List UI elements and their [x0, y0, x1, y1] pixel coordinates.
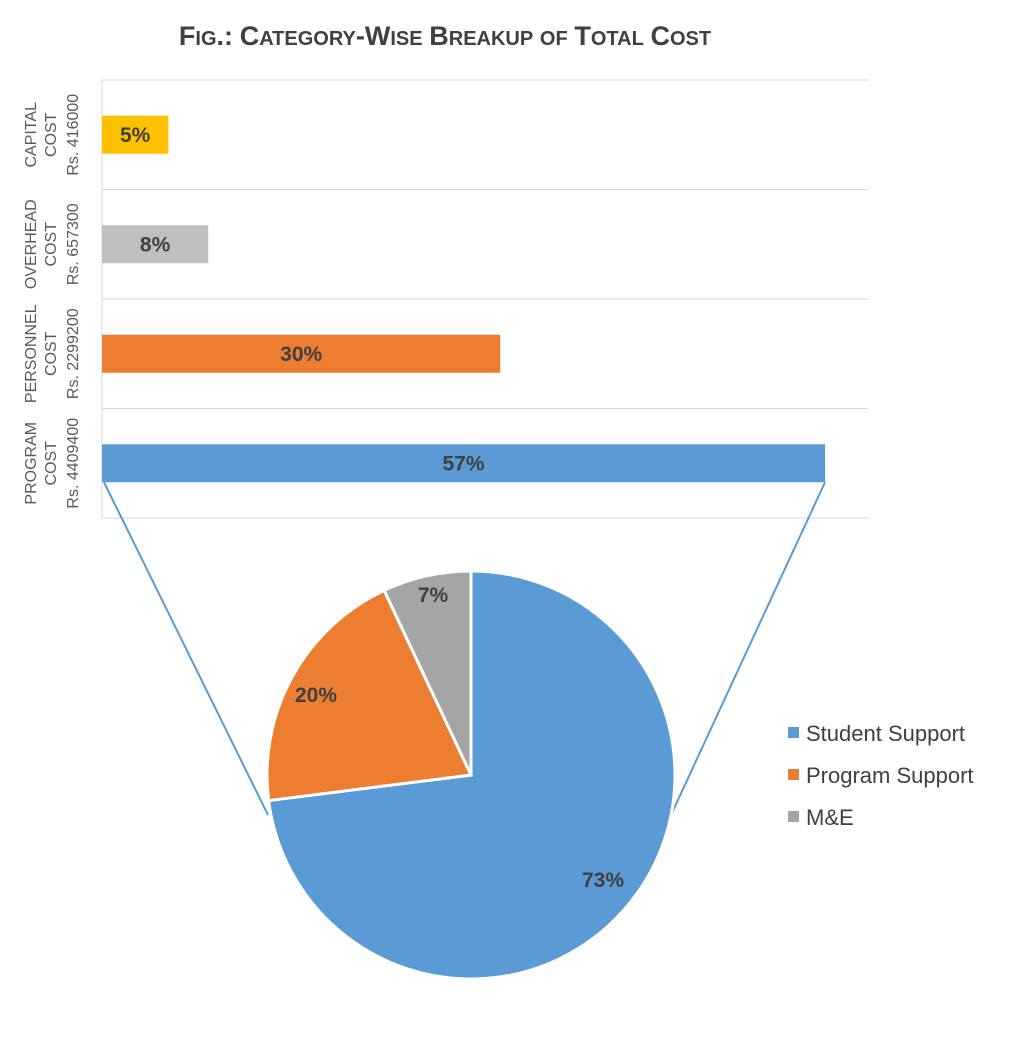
- bar-data-label: 5%: [120, 124, 151, 147]
- bar-category-label-line: Rs. 2299200: [65, 308, 82, 399]
- bar-category-label-line: CAPITAL: [23, 102, 40, 168]
- bar-data-label: 30%: [280, 343, 322, 366]
- pie-slice: [382, 569, 473, 776]
- bar: [102, 115, 169, 154]
- connector-line-right: [664, 481, 826, 829]
- bar-category-label-line: COST: [43, 222, 60, 267]
- legend-label: M&E: [806, 805, 854, 830]
- bar-category-label: PROGRAM COST Rs. 4409400: [23, 418, 82, 509]
- connector-line-left: [103, 481, 269, 816]
- chart-title: FIG.: CATEGORY-WISE BREAKUP OF TOTAL COS…: [179, 21, 711, 51]
- legend-label: Student Support: [806, 721, 965, 746]
- bar-data-label: 57%: [442, 452, 484, 475]
- bar-category-label: CAPITAL COST Rs. 416000: [23, 94, 82, 176]
- bar-series: 5% 8% 30% 57%: [102, 115, 825, 483]
- legend-swatch: [788, 811, 799, 822]
- bar-category-label-line: PROGRAM: [23, 422, 40, 505]
- bar-category-label-line: COST: [43, 331, 60, 376]
- bar-data-label: 8%: [140, 233, 171, 256]
- bar-category-label-line: Rs. 4409400: [65, 418, 82, 509]
- bar-category-label-line: OVERHEAD: [23, 199, 40, 289]
- bar-category-label-line: Rs. 416000: [65, 94, 82, 176]
- pie-data-label: 7%: [418, 584, 449, 607]
- bar-category-label-line: Rs. 657300: [65, 203, 82, 285]
- pie-slice: [265, 588, 474, 803]
- pie-legend: Student Support Program Support M&E: [788, 721, 974, 830]
- bar-category-label-line: COST: [43, 112, 60, 157]
- pie-chart: 73% 20% 7%: [265, 569, 677, 981]
- bar-category-label-line: COST: [43, 441, 60, 486]
- bar: [102, 444, 825, 483]
- bar-category-label-line: PERSONNEL: [23, 304, 40, 403]
- bar-category-label: PERSONNEL COST Rs. 2299200: [23, 304, 82, 403]
- legend-swatch: [788, 769, 799, 780]
- bar-grid: [102, 79, 868, 519]
- legend-label: Program Support: [806, 763, 974, 788]
- legend-swatch: [788, 727, 799, 738]
- pie-data-label: 73%: [582, 869, 624, 892]
- pie-connector-lines: [103, 481, 826, 829]
- pie-data-label: 20%: [295, 684, 337, 707]
- bar: [102, 225, 209, 264]
- bar-category-label: OVERHEAD COST Rs. 657300: [23, 199, 82, 289]
- bar: [102, 334, 501, 373]
